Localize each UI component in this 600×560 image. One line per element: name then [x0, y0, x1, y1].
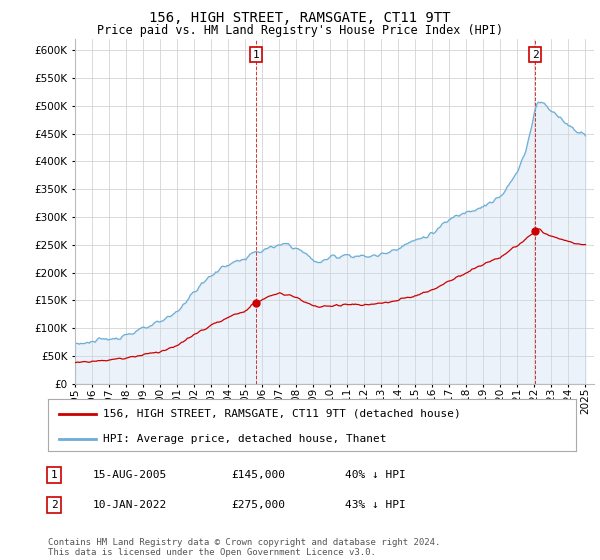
Text: £145,000: £145,000: [231, 470, 285, 480]
Text: 156, HIGH STREET, RAMSGATE, CT11 9TT (detached house): 156, HIGH STREET, RAMSGATE, CT11 9TT (de…: [103, 409, 461, 419]
Text: 43% ↓ HPI: 43% ↓ HPI: [345, 500, 406, 510]
Text: 2: 2: [50, 500, 58, 510]
Text: 1: 1: [50, 470, 58, 480]
Text: 15-AUG-2005: 15-AUG-2005: [93, 470, 167, 480]
Text: Contains HM Land Registry data © Crown copyright and database right 2024.
This d: Contains HM Land Registry data © Crown c…: [48, 538, 440, 557]
Text: 2: 2: [532, 49, 538, 59]
Text: Price paid vs. HM Land Registry's House Price Index (HPI): Price paid vs. HM Land Registry's House …: [97, 24, 503, 36]
Text: 156, HIGH STREET, RAMSGATE, CT11 9TT: 156, HIGH STREET, RAMSGATE, CT11 9TT: [149, 11, 451, 25]
Text: 10-JAN-2022: 10-JAN-2022: [93, 500, 167, 510]
Text: 40% ↓ HPI: 40% ↓ HPI: [345, 470, 406, 480]
Text: £275,000: £275,000: [231, 500, 285, 510]
Text: HPI: Average price, detached house, Thanet: HPI: Average price, detached house, Than…: [103, 435, 387, 445]
Text: 1: 1: [253, 49, 259, 59]
